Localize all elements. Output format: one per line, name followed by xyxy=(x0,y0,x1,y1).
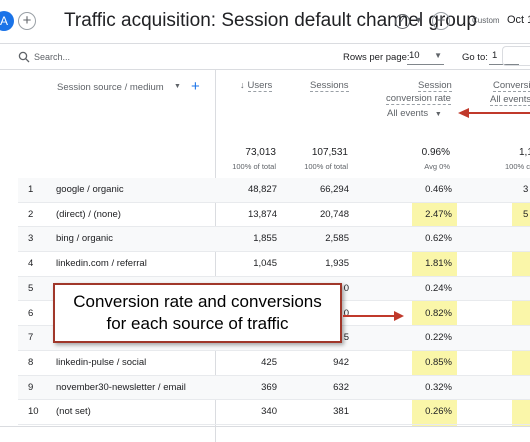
date-range-type: Custom xyxy=(472,16,500,25)
users-cell: 13,874 xyxy=(247,208,277,220)
sessions-cell: 66,294 xyxy=(319,184,349,195)
users-cell: 369 xyxy=(261,381,277,393)
row-index: 7 xyxy=(28,332,34,344)
conversion-rate-cell: 0.62% xyxy=(425,233,452,245)
source-medium-cell[interactable]: bing / organic xyxy=(56,233,114,245)
conversions-cell: 5 xyxy=(523,208,529,220)
users-cell: 1,045 xyxy=(253,258,277,270)
search-input[interactable] xyxy=(34,48,234,66)
row-index: 3 xyxy=(28,233,34,245)
table-row[interactable]: 10 (not set) 340 381 0.26% xyxy=(18,400,530,425)
table-row[interactable]: 1 google / organic 48,827 66,294 0.46% 3 xyxy=(18,178,530,203)
source-medium-cell[interactable]: linkedin.com / referral xyxy=(56,258,147,270)
conversions-cell: 3 xyxy=(523,184,529,195)
source-medium-cell[interactable]: google / organic xyxy=(56,184,124,195)
conversion-rate-cell: 0.82% xyxy=(425,307,452,319)
chevron-down-icon[interactable]: ▼ xyxy=(414,15,423,25)
users-cell: 48,827 xyxy=(247,184,277,195)
divider xyxy=(0,69,530,70)
users-cell: 1,855 xyxy=(253,233,277,245)
sessions-cell: 632 xyxy=(333,381,349,393)
conversion-rate-cell: 0.26% xyxy=(425,406,452,418)
session-conversion-rate-header-line1[interactable]: Session xyxy=(418,80,452,92)
rows-per-page-select[interactable]: 10 ▼ xyxy=(407,49,444,65)
rows-per-page-label: Rows per page: xyxy=(343,52,410,63)
source-medium-cell[interactable]: (not set) xyxy=(56,406,91,418)
add-icon[interactable]: + xyxy=(432,12,450,30)
annotation-arrow-left xyxy=(458,108,530,118)
total-sessions: 107,531 xyxy=(311,147,348,158)
goto-label: Go to: xyxy=(462,52,488,63)
session-conversion-rate-header-line2[interactable]: conversion rate xyxy=(386,93,451,105)
row-index: 1 xyxy=(28,184,34,195)
rate-event-filter[interactable]: All events ▼ xyxy=(387,108,442,119)
total-sessions-percent: 100% of total xyxy=(304,162,348,171)
add-comparison-icon[interactable]: + xyxy=(18,12,36,30)
sort-down-icon: ↓ xyxy=(240,80,245,90)
annotation-line-1: Conversion rate and conversions xyxy=(73,292,322,311)
users-cell: 340 xyxy=(261,406,277,418)
page-title: Traffic acquisition: Session default cha… xyxy=(64,10,477,31)
sessions-cell: 20,748 xyxy=(319,208,349,220)
table-row[interactable]: 2 (direct) / (none) 13,874 20,748 2.47% 5 xyxy=(18,203,530,228)
users-header[interactable]: ↓ Users xyxy=(240,80,273,92)
date-range-picker[interactable]: Oct 1 xyxy=(507,14,530,26)
row-index: 4 xyxy=(28,258,34,270)
row-index: 8 xyxy=(28,356,34,368)
annotation-arrow-right xyxy=(343,311,404,321)
avatar[interactable]: A xyxy=(0,11,14,31)
sessions-header[interactable]: Sessions xyxy=(310,80,349,92)
dimension-header[interactable]: Session source / medium xyxy=(57,82,164,93)
table-row[interactable]: 9 november30-newsletter / email 369 632 0.32… xyxy=(18,375,530,401)
annotation-line-2: for each source of traffic xyxy=(106,314,289,333)
annotation-box: Conversion rate and conversions for each… xyxy=(53,283,342,343)
total-users: 73,013 xyxy=(245,147,276,158)
conversion-rate-cell: 0.85% xyxy=(425,356,452,368)
chevron-down-icon[interactable]: ▼ xyxy=(174,83,181,90)
row-index: 9 xyxy=(28,381,34,393)
rows-per-page-value: 10 xyxy=(409,50,420,61)
total-users-percent: 100% of total xyxy=(232,162,276,171)
table-row[interactable]: 3 bing / organic 1,855 2,585 0.62% xyxy=(18,227,530,253)
conversion-rate-cell: 1.81% xyxy=(425,258,452,270)
divider xyxy=(0,426,530,427)
sessions-cell: 0 xyxy=(343,282,349,294)
source-medium-cell[interactable]: linkedin-pulse / social xyxy=(56,356,147,368)
conversions-header[interactable]: Conversi xyxy=(493,80,530,92)
total-conversions: 1,1 xyxy=(519,147,530,158)
column-divider xyxy=(215,70,216,442)
row-index: 6 xyxy=(28,307,34,319)
conversion-rate-cell: 0.22% xyxy=(425,332,452,344)
search-icon xyxy=(18,51,30,63)
source-medium-cell[interactable]: november30-newsletter / email xyxy=(56,381,186,393)
add-dimension-button[interactable]: + xyxy=(191,78,200,95)
conversion-rate-cell: 2.47% xyxy=(425,208,452,220)
divider xyxy=(0,43,530,44)
users-cell: 425 xyxy=(261,356,277,368)
total-conversions-percent: 100% c xyxy=(505,162,530,171)
row-index: 10 xyxy=(28,406,39,418)
sessions-cell: 5 xyxy=(343,332,349,344)
sessions-cell: 942 xyxy=(333,356,349,368)
average-conversion-rate: Avg 0% xyxy=(424,162,450,171)
sessions-cell: 381 xyxy=(333,406,349,418)
chevron-down-icon: ▼ xyxy=(434,111,442,118)
total-conversion-rate: 0.96% xyxy=(421,147,450,158)
source-medium-cell[interactable]: (direct) / (none) xyxy=(56,208,121,220)
conversion-rate-cell: 0.32% xyxy=(425,381,452,393)
row-index: 2 xyxy=(28,208,34,220)
conversion-rate-cell: 0.46% xyxy=(425,184,452,195)
row-index: 5 xyxy=(28,282,34,294)
check-circle-icon[interactable]: ✓ xyxy=(395,14,410,29)
sessions-cell: 1,935 xyxy=(325,258,349,270)
sessions-cell: 2,585 xyxy=(325,233,349,245)
table-row[interactable]: 8 linkedin-pulse / social 425 942 0.85% xyxy=(18,351,530,376)
sessions-cell: 0 xyxy=(343,307,349,319)
chevron-down-icon: ▼ xyxy=(434,51,442,60)
table-row[interactable]: 4 linkedin.com / referral 1,045 1,935 1.81% xyxy=(18,252,530,277)
conversions-event-filter[interactable]: All events xyxy=(490,94,530,106)
pagination-button[interactable] xyxy=(502,46,530,66)
conversion-rate-cell: 0.24% xyxy=(425,282,452,294)
